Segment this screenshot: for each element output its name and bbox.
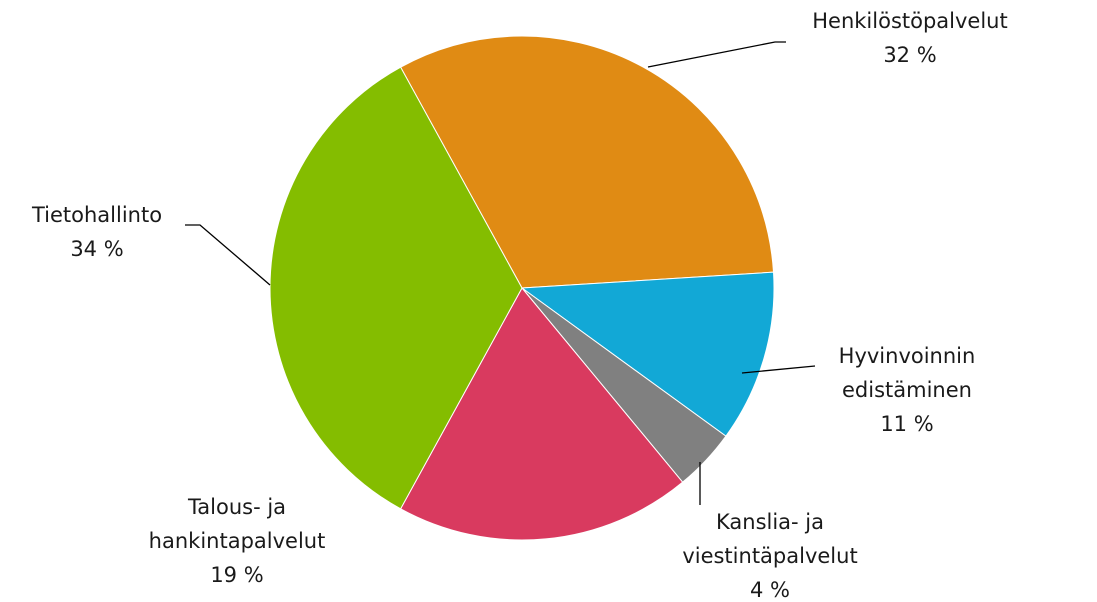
value-label: 4 % bbox=[750, 578, 790, 602]
value-label: 19 % bbox=[210, 563, 263, 587]
category-label: Tietohallinto bbox=[31, 203, 162, 227]
leader-line bbox=[185, 224, 271, 286]
pie bbox=[269, 35, 775, 541]
category-label: Hyvinvoinnin edistäminen bbox=[839, 344, 976, 402]
pie-slice bbox=[269, 66, 523, 510]
value-label: 11 % bbox=[880, 412, 933, 436]
labels: Henkilöstöpalvelut 32 % Hyvinvoinnin edistä… bbox=[31, 9, 1008, 602]
category-label: Talous- ja hankintapalvelut bbox=[149, 495, 326, 553]
pie-slice bbox=[399, 287, 684, 541]
leader-line bbox=[647, 41, 786, 68]
category-label: Kanslia- ja viestintäpalvelut bbox=[682, 510, 857, 568]
category-label: Henkilöstöpalvelut bbox=[812, 9, 1007, 33]
pie-slice bbox=[520, 271, 775, 437]
leader-line bbox=[741, 365, 816, 374]
value-label: 32 % bbox=[883, 43, 936, 67]
pie-slice bbox=[399, 35, 775, 289]
value-label: 34 % bbox=[70, 237, 123, 261]
